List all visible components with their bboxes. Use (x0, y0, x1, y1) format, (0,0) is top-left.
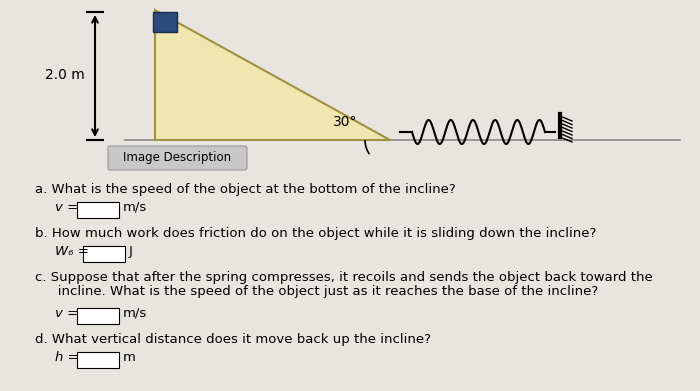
Text: incline. What is the speed of the object just as it reaches the base of the incl: incline. What is the speed of the object… (45, 285, 598, 298)
Text: d. What vertical distance does it move back up the incline?: d. What vertical distance does it move b… (35, 333, 431, 346)
Text: J: J (129, 245, 133, 258)
Text: c. Suppose that after the spring compresses, it recoils and sends the object bac: c. Suppose that after the spring compres… (35, 271, 652, 284)
Text: m/s: m/s (123, 307, 147, 320)
Text: W₆ =: W₆ = (55, 245, 89, 258)
Text: b. How much work does friction do on the object while it is sliding down the inc: b. How much work does friction do on the… (35, 227, 596, 240)
FancyBboxPatch shape (108, 146, 247, 170)
Text: v =: v = (55, 201, 78, 214)
Text: m: m (123, 351, 136, 364)
Text: v =: v = (55, 307, 78, 320)
Bar (83, 246, 125, 262)
Text: a. What is the speed of the object at the bottom of the incline?: a. What is the speed of the object at th… (35, 183, 456, 196)
Text: h =: h = (55, 351, 78, 364)
Bar (0, 170, 700, 391)
Text: m/s: m/s (123, 201, 147, 214)
Polygon shape (153, 12, 177, 32)
Text: 30°: 30° (332, 115, 357, 129)
Polygon shape (155, 10, 390, 140)
Text: 2.0 m: 2.0 m (45, 68, 85, 82)
Bar (0, 0, 700, 170)
Text: Image Description: Image Description (123, 151, 232, 165)
Bar (77, 202, 119, 218)
Bar (77, 352, 119, 368)
Bar (77, 308, 119, 324)
